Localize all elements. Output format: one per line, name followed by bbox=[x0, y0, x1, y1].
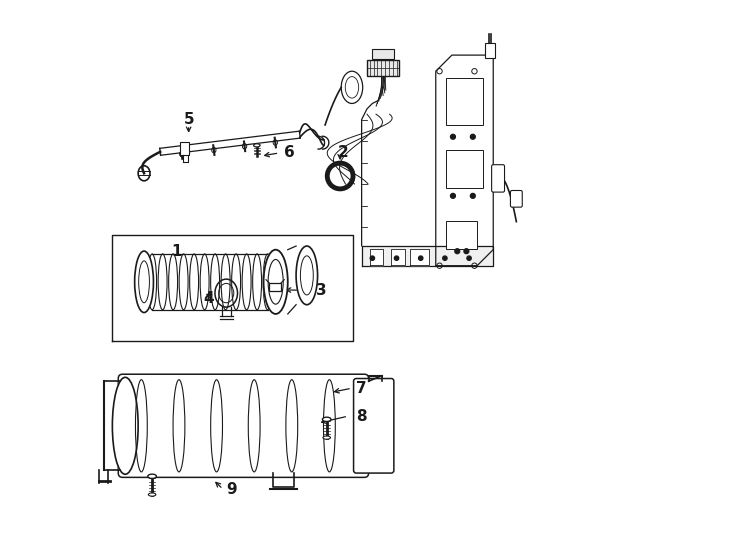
Ellipse shape bbox=[254, 144, 260, 147]
Text: 8: 8 bbox=[356, 409, 367, 423]
Circle shape bbox=[370, 256, 374, 260]
Text: 1: 1 bbox=[171, 244, 181, 259]
Circle shape bbox=[467, 256, 471, 260]
Circle shape bbox=[451, 134, 455, 139]
Polygon shape bbox=[112, 235, 353, 341]
Polygon shape bbox=[391, 248, 404, 265]
Ellipse shape bbox=[112, 377, 138, 474]
Bar bbox=[446, 220, 477, 248]
Bar bbox=[446, 78, 482, 125]
Circle shape bbox=[418, 256, 423, 260]
Text: 2: 2 bbox=[338, 145, 348, 160]
Ellipse shape bbox=[322, 417, 331, 422]
FancyBboxPatch shape bbox=[180, 142, 189, 155]
FancyBboxPatch shape bbox=[354, 379, 394, 473]
Ellipse shape bbox=[264, 249, 288, 314]
Circle shape bbox=[394, 256, 399, 260]
FancyBboxPatch shape bbox=[118, 374, 368, 477]
FancyBboxPatch shape bbox=[485, 43, 495, 58]
Circle shape bbox=[455, 249, 459, 254]
Text: 4: 4 bbox=[203, 291, 214, 306]
Text: 9: 9 bbox=[226, 482, 237, 497]
Ellipse shape bbox=[148, 474, 156, 478]
Polygon shape bbox=[370, 248, 383, 265]
Circle shape bbox=[464, 249, 469, 254]
Bar bbox=[446, 150, 482, 188]
Circle shape bbox=[443, 256, 447, 260]
FancyBboxPatch shape bbox=[492, 165, 504, 192]
Text: 6: 6 bbox=[284, 145, 294, 160]
Polygon shape bbox=[410, 248, 429, 265]
Ellipse shape bbox=[296, 246, 318, 305]
FancyBboxPatch shape bbox=[269, 283, 281, 292]
Ellipse shape bbox=[323, 436, 330, 439]
Ellipse shape bbox=[148, 493, 156, 496]
Circle shape bbox=[451, 193, 455, 198]
Ellipse shape bbox=[134, 251, 153, 313]
Text: 7: 7 bbox=[356, 381, 367, 396]
Circle shape bbox=[470, 193, 475, 198]
Text: 5: 5 bbox=[184, 112, 194, 127]
FancyBboxPatch shape bbox=[510, 191, 523, 207]
Circle shape bbox=[470, 134, 475, 139]
Polygon shape bbox=[362, 246, 493, 266]
Polygon shape bbox=[436, 55, 493, 266]
FancyBboxPatch shape bbox=[367, 60, 399, 76]
Text: 3: 3 bbox=[316, 283, 327, 298]
FancyBboxPatch shape bbox=[372, 49, 394, 59]
